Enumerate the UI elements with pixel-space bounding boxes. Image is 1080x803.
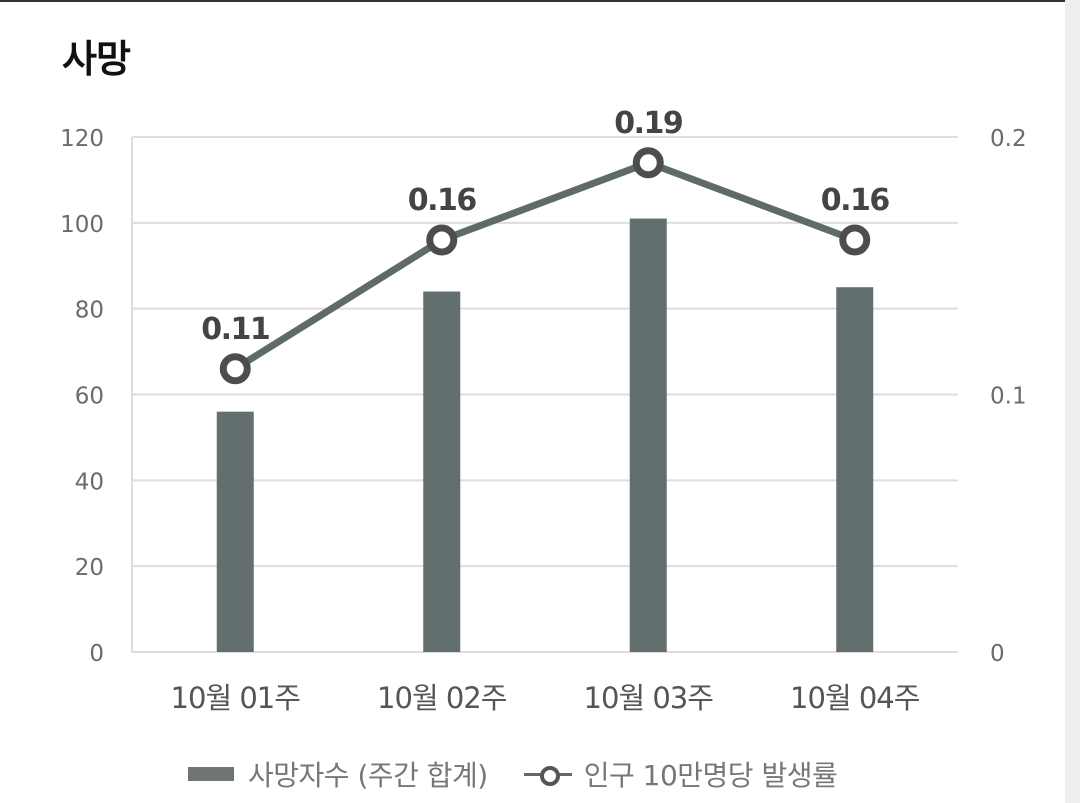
combo-chart: 0 20 40 60 80 100 120 0 0.1 0.2 10월 01주 10월 02주 10월 … [60, 106, 1027, 715]
legend-line-swatch [523, 764, 572, 786]
y-left-tick-label: 120 [60, 126, 104, 152]
y-left-tick-label: 60 [75, 384, 104, 410]
series-line [233, 159, 856, 372]
y-right-tick-label: 0.1 [990, 384, 1027, 410]
bar [836, 287, 874, 652]
legend-item-line[interactable]: 인구 10만명당 발생률 [488, 754, 838, 794]
line-point [632, 147, 664, 179]
line-point [426, 224, 458, 256]
y-left-tick-label: 80 [75, 298, 104, 324]
bar [629, 218, 667, 652]
data-label: 0.16 [821, 183, 890, 218]
x-tick-label: 10월 02주 [377, 681, 507, 715]
y-left-tick-label: 20 [75, 555, 104, 581]
data-label: 0.19 [614, 106, 682, 141]
bar [216, 411, 254, 652]
legend-bar-swatch [188, 767, 234, 781]
y-left-tick-label: 100 [60, 212, 104, 238]
data-label: 0.16 [408, 183, 477, 218]
data-label: 0.11 [201, 312, 269, 347]
x-tick-label: 10월 01주 [171, 681, 301, 715]
y-right-tick-label: 0.2 [990, 126, 1027, 152]
y-right-tick-label: 0 [990, 641, 1005, 667]
line-point [219, 353, 251, 385]
bar [423, 291, 461, 652]
y-left-tick-label: 0 [89, 641, 104, 667]
legend-label-bars: 사망자수 (주간 합계) [248, 759, 488, 792]
line-point [839, 224, 871, 256]
x-tick-label: 10월 03주 [584, 681, 714, 715]
legend: 사망자수 (주간 합계) 인구 10만명당 발생률 [188, 754, 838, 794]
y-left-tick-label: 40 [75, 469, 104, 495]
legend-label-line: 인구 10만명당 발생률 [583, 759, 838, 792]
x-tick-label: 10월 04주 [790, 681, 920, 715]
page-title: 사망 [62, 37, 131, 81]
legend-item-bars[interactable]: 사망자수 (주간 합계) [188, 754, 488, 794]
